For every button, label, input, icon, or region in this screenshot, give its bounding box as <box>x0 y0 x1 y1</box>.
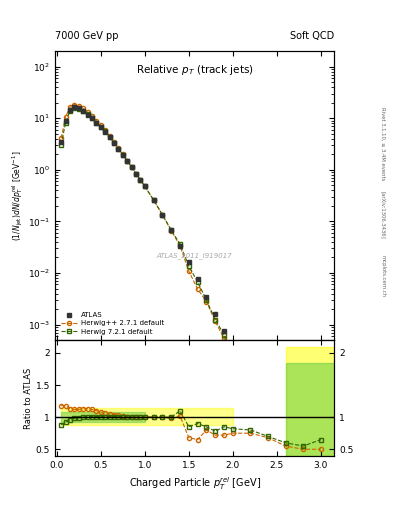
Text: Rivet 3.1.10, ≥ 3.4M events: Rivet 3.1.10, ≥ 3.4M events <box>381 106 386 180</box>
Y-axis label: $(1/N_\mathrm{jet})dN/dp_T^\mathrm{rel}\ [\mathrm{GeV}^{-1}]$: $(1/N_\mathrm{jet})dN/dp_T^\mathrm{rel}\… <box>11 151 25 241</box>
Bar <box>286 362 338 456</box>
Text: ATLAS_2011_I919017: ATLAS_2011_I919017 <box>157 252 232 259</box>
Text: 7000 GeV pp: 7000 GeV pp <box>55 31 119 41</box>
Text: Relative $p_T$ (track jets): Relative $p_T$ (track jets) <box>136 63 253 77</box>
Text: mcplots.cern.ch: mcplots.cern.ch <box>381 255 386 297</box>
X-axis label: Charged Particle $p_T^{rel}$ [GeV]: Charged Particle $p_T^{rel}$ [GeV] <box>129 475 261 492</box>
Text: [arXiv:1306.3436]: [arXiv:1306.3436] <box>381 191 386 239</box>
Legend: ATLAS, Herwig++ 2.7.1 default, Herwig 7.2.1 default: ATLAS, Herwig++ 2.7.1 default, Herwig 7.… <box>59 310 167 337</box>
Text: Soft QCD: Soft QCD <box>290 31 334 41</box>
Bar <box>286 347 338 456</box>
Y-axis label: Ratio to ATLAS: Ratio to ATLAS <box>24 367 33 429</box>
